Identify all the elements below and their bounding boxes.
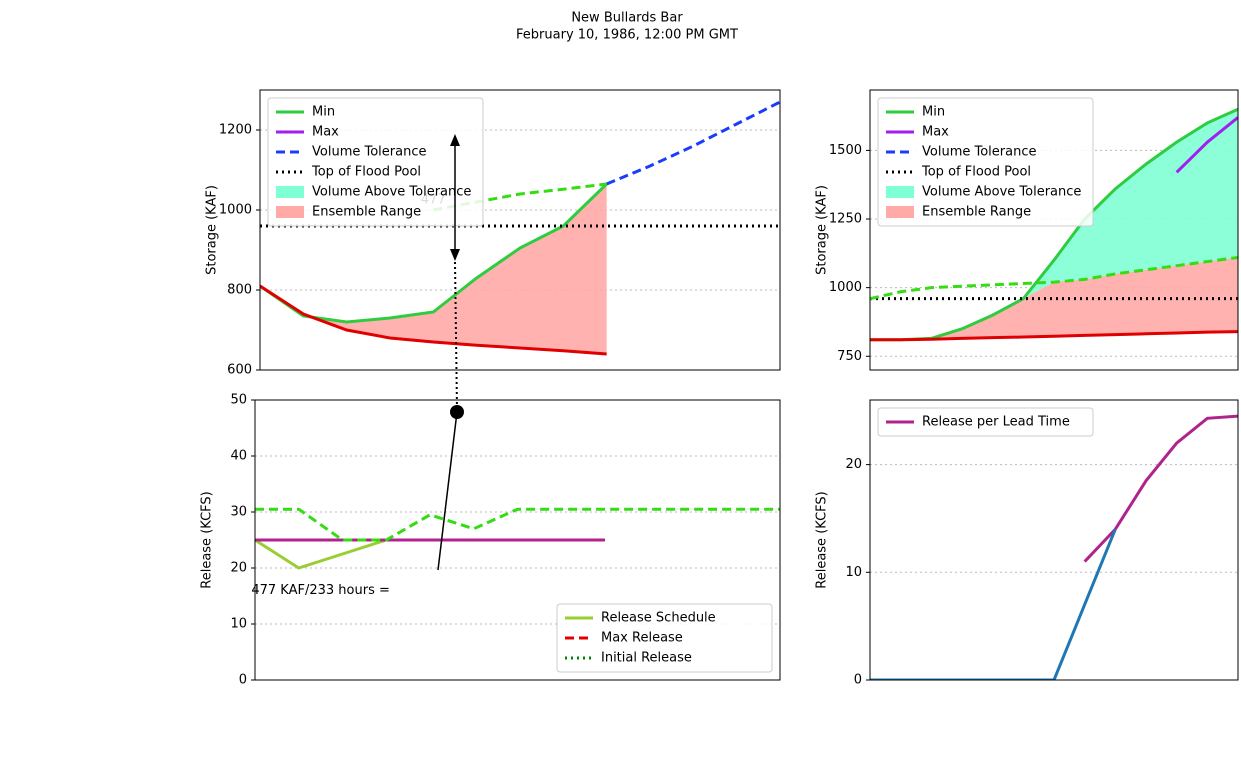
y-tick-label: 30	[230, 505, 247, 520]
y-tick-label: 600	[227, 363, 252, 378]
plot-frame	[869, 399, 1239, 681]
series-line	[606, 100, 780, 186]
legend-label: Volume Above Tolerance	[922, 185, 1081, 200]
series-line	[870, 255, 1238, 301]
y-tick-label: 0	[854, 673, 862, 688]
legend-box	[877, 97, 1094, 227]
series-line	[870, 330, 1238, 342]
y-axis-label: Storage (KAF)	[815, 185, 830, 275]
y-tick-label: 800	[227, 283, 252, 298]
plot-frame	[869, 89, 1239, 371]
legend-label: Release per Lead Time	[922, 415, 1070, 430]
legend-label: Max	[922, 125, 949, 140]
legend-swatch	[276, 206, 304, 218]
plot	[870, 107, 1238, 342]
legend-box	[267, 97, 484, 227]
plot-frame	[259, 89, 781, 371]
y-tick-label: 10	[845, 565, 862, 580]
series-line	[1083, 414, 1238, 563]
legend-swatch	[886, 206, 914, 218]
y-tick-label: 10	[230, 617, 247, 632]
y-tick-label: 40	[230, 449, 247, 464]
y-tick-label: 1000	[829, 280, 862, 295]
legend-label: Release Schedule	[601, 611, 716, 626]
series-line	[1175, 116, 1238, 174]
legend-box	[556, 603, 773, 673]
y-axis-label: Storage (KAF)	[205, 185, 220, 275]
legend-label: Volume Above Tolerance	[312, 185, 471, 200]
legend-label: Volume Tolerance	[922, 145, 1036, 160]
y-tick-label: 750	[837, 349, 862, 364]
plot	[255, 507, 780, 570]
arrow-head	[450, 249, 460, 261]
y-tick-label: 20	[230, 561, 247, 576]
series-line	[255, 507, 780, 542]
legend-label: Top of Flood Pool	[311, 165, 421, 180]
y-axis-label: Release (KCFS)	[815, 491, 830, 588]
annotation: 477 KAF/233 hours =	[251, 583, 390, 598]
y-axis-label: Release (KCFS)	[200, 491, 215, 588]
legend-label: Top of Flood Pool	[921, 165, 1031, 180]
y-tick-label: 1200	[219, 123, 252, 138]
legend-box	[877, 407, 1094, 437]
y-tick-label: 1000	[219, 203, 252, 218]
series-line	[870, 528, 1117, 680]
plot	[870, 414, 1238, 680]
legend-label: Min	[312, 105, 335, 120]
legend-label: Ensemble Range	[922, 205, 1031, 220]
legend-label: Min	[922, 105, 945, 120]
connector	[437, 411, 458, 571]
y-tick-label: 1500	[829, 143, 862, 158]
plot-frame	[254, 399, 781, 681]
legend-label: Volume Tolerance	[312, 145, 426, 160]
plot-area	[870, 400, 1238, 680]
legend-label: Initial Release	[601, 651, 692, 666]
y-tick-label: 1250	[829, 212, 862, 227]
series-line	[260, 284, 607, 356]
y-tick-label: 0	[239, 673, 247, 688]
chart-subtitle: February 10, 1986, 12:00 PM GMT	[516, 28, 738, 43]
legend-swatch	[276, 186, 304, 198]
area	[260, 184, 607, 354]
legend-label: Max	[312, 125, 339, 140]
area	[870, 257, 1238, 340]
legend-label: Max Release	[601, 631, 683, 646]
arrow-head	[450, 134, 460, 146]
chart-title: New Bullards Bar	[571, 11, 683, 26]
area	[870, 109, 1238, 340]
legend-label: Ensemble Range	[312, 205, 421, 220]
y-tick-label: 20	[845, 457, 862, 472]
y-tick-label: 50	[230, 393, 247, 408]
legend-swatch	[886, 186, 914, 198]
